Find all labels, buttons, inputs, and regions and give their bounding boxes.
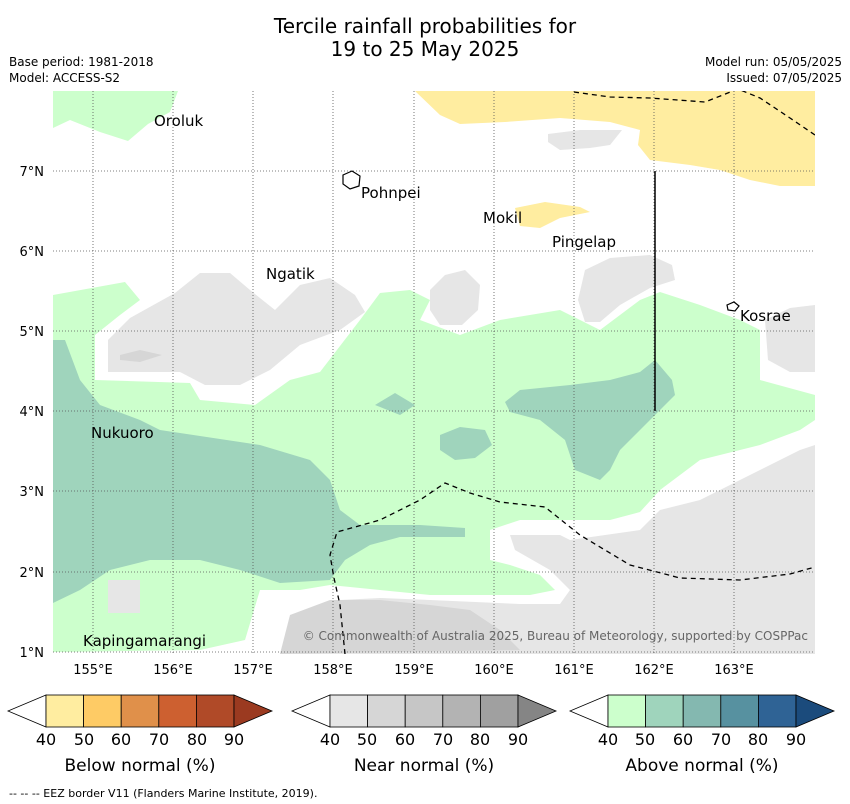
near-tick-70: 70 [432,730,454,749]
near-normal-north-blob [430,270,480,325]
place-label-pohnpei: Pohnpei [361,184,421,202]
probability-fields [53,91,815,654]
near-tick-40: 40 [319,730,341,749]
colorbar-right-extension [517,694,558,728]
lat-label-6n: 6°N [20,245,45,260]
lon-label-163e: 163°E [714,663,754,678]
lon-label-157e: 157°E [233,663,273,678]
near-tick-90: 90 [507,730,529,749]
below-tick-60: 60 [110,730,132,749]
model-text: Model: ACCESS-S2 [9,71,121,85]
near-tick-60: 60 [394,730,416,749]
forecast-map: Oroluk Pohnpei Mokil Pingelap Ngatik Kos… [20,91,815,678]
above-tick-70: 70 [710,730,732,749]
colorbar-segment [607,694,646,728]
colorbar-segment [645,694,684,728]
grid-lines [53,91,815,654]
above-normal-60-blob2 [440,427,492,460]
below-normal-title: Below normal (%) [64,756,216,776]
lon-label-156e: 156°E [153,663,193,678]
above-tick-90: 90 [785,730,807,749]
colorbar-right-extension [795,694,836,728]
colorbar-left-extension [290,694,331,728]
colorbar-segment [720,694,759,728]
place-label-mokil: Mokil [483,209,522,227]
lat-label-5n: 5°N [20,325,45,340]
lon-label-162e: 162°E [634,663,674,678]
eez-borders [329,91,815,654]
lon-label-159e: 159°E [394,663,434,678]
colorbar-segment [83,694,122,728]
colorbar-segment [404,694,444,728]
pohnpei-island-shape [342,170,361,190]
colorbar-left-extension [568,694,609,728]
lat-label-4n: 4°N [20,405,45,420]
lon-label-161e: 161°E [554,663,594,678]
place-label-oroluk: Oroluk [154,112,203,130]
near-normal-northeast-region [578,255,675,322]
colorbar-segment [120,694,160,728]
map-title-line2: 19 to 25 May 2025 [330,37,520,61]
above-tick-50: 50 [634,730,656,749]
lat-label-7n: 7°N [20,165,45,180]
lon-label-158e: 158°E [313,663,353,678]
eez-footnote: -- -- -- EEZ border V11 (Flanders Marine… [9,787,318,800]
near-normal-ngatik-region [108,273,365,385]
issued-text: Issued: 07/05/2025 [726,71,842,85]
below-tick-50: 50 [73,730,95,749]
near-normal-title: Near normal (%) [353,756,495,776]
near-tick-50: 50 [356,730,378,749]
colorbar-segment [329,694,368,728]
colorbar-segment [195,694,235,728]
colorbar-below-normal [6,694,274,728]
near-normal-kosrae-region [765,305,815,372]
lat-label-2n: 2°N [20,566,45,581]
model-run-text: Model run: 05/05/2025 [704,55,842,69]
kosrae-island-shape [726,301,740,312]
above-normal-title: Above normal (%) [625,756,779,776]
near-normal-50-blob-west [120,350,162,362]
above-normal-60-east [505,360,675,480]
below-tick-70: 70 [148,730,170,749]
above-tick-60: 60 [672,730,694,749]
lat-label-3n: 3°N [20,485,45,500]
below-tick-80: 80 [186,730,208,749]
map-title-line1: Tercile rainfall probabilities for [273,14,577,38]
near-normal-top-blob [548,130,622,150]
near-normal-kapinga-blob [108,580,140,613]
below-normal-mokil-blob [515,202,590,228]
colorbar-segment [442,694,481,728]
place-label-kosrae: Kosrae [740,307,791,325]
copyright-text: © Commonwealth of Australia 2025, Bureau… [303,629,808,643]
colorbar-above-normal [568,694,836,728]
place-label-kapingamarangi: Kapingamarangi [83,632,206,650]
colorbar-segment [45,694,84,728]
above-normal-60-region [53,340,465,603]
colorbar-legends [6,694,836,728]
lon-label-155e: 155°E [73,663,113,678]
colorbar-segment [479,694,519,728]
lon-label-160e: 160°E [474,663,514,678]
place-label-ngatik: Ngatik [266,265,315,283]
below-tick-40: 40 [35,730,57,749]
colorbar-left-extension [6,694,47,728]
colorbar-segment [158,694,197,728]
above-normal-60-blob1 [375,393,415,415]
colorbar-right-extension [233,694,274,728]
colorbar-near-normal [290,694,558,728]
colorbar-segment [682,694,722,728]
place-label-pingelap: Pingelap [552,233,616,251]
colorbar-segment [367,694,406,728]
base-period-text: Base period: 1981-2018 [9,55,154,69]
below-normal-north-region [415,91,815,186]
near-normal-50-south-region [280,600,520,654]
place-label-nukuoro: Nukuoro [91,424,154,442]
above-normal-oroluk-region [53,91,178,141]
below-tick-90: 90 [223,730,245,749]
colorbar-segment [758,694,797,728]
above-tick-80: 80 [747,730,769,749]
near-tick-80: 80 [469,730,491,749]
above-tick-40: 40 [597,730,619,749]
lat-label-1n: 1°N [20,646,45,661]
